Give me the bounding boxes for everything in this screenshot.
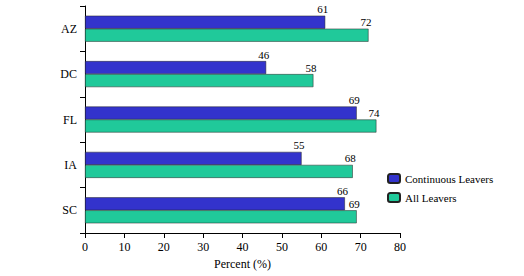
svg-text:20: 20 — [158, 240, 170, 254]
svg-text:AZ: AZ — [61, 22, 77, 36]
svg-text:10: 10 — [118, 240, 130, 254]
svg-text:Continuous Leavers: Continuous Leavers — [405, 173, 493, 185]
svg-text:DC: DC — [60, 67, 77, 81]
svg-text:66: 66 — [337, 185, 349, 197]
svg-text:30: 30 — [197, 240, 209, 254]
svg-text:IA: IA — [64, 158, 77, 172]
svg-text:61: 61 — [317, 3, 328, 15]
svg-text:0: 0 — [82, 240, 88, 254]
svg-text:69: 69 — [349, 198, 361, 210]
svg-text:50: 50 — [276, 240, 288, 254]
svg-text:70: 70 — [355, 240, 367, 254]
svg-text:80: 80 — [394, 240, 406, 254]
svg-text:All Leavers: All Leavers — [405, 192, 457, 204]
svg-text:55: 55 — [294, 139, 306, 151]
svg-text:74: 74 — [368, 107, 380, 119]
svg-text:69: 69 — [349, 94, 361, 106]
svg-text:SC: SC — [62, 203, 77, 217]
svg-text:Percent (%): Percent (%) — [214, 257, 271, 271]
svg-text:40: 40 — [237, 240, 249, 254]
svg-text:FL: FL — [63, 113, 77, 127]
svg-text:60: 60 — [315, 240, 327, 254]
svg-text:68: 68 — [345, 152, 357, 164]
svg-text:46: 46 — [258, 49, 270, 61]
svg-text:72: 72 — [361, 16, 372, 28]
svg-text:58: 58 — [305, 62, 317, 74]
